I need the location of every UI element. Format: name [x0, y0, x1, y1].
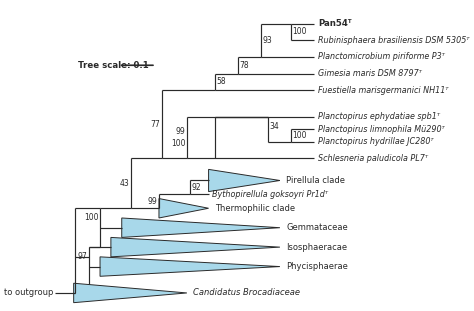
Text: Planctopirus hydrillae JC280ᵀ: Planctopirus hydrillae JC280ᵀ	[318, 137, 433, 146]
Polygon shape	[122, 218, 280, 237]
Text: 77: 77	[151, 120, 161, 129]
Text: 58: 58	[216, 77, 226, 86]
Text: Phycisphaerae: Phycisphaerae	[286, 262, 348, 271]
Text: Gimesia maris DSM 8797ᵀ: Gimesia maris DSM 8797ᵀ	[318, 69, 422, 78]
Text: Gemmataceae: Gemmataceae	[286, 223, 348, 232]
Polygon shape	[73, 283, 187, 303]
Text: 78: 78	[239, 61, 249, 70]
Polygon shape	[159, 198, 209, 218]
Text: Bythopirellula goksoyri Pr1dᵀ: Bythopirellula goksoyri Pr1dᵀ	[212, 190, 328, 199]
Text: Tree scale: 0.1: Tree scale: 0.1	[78, 61, 149, 70]
Text: Pan54ᵀ: Pan54ᵀ	[318, 19, 351, 28]
Text: Planctomicrobium piriforme P3ᵀ: Planctomicrobium piriforme P3ᵀ	[318, 53, 445, 62]
Text: 43: 43	[120, 179, 129, 188]
Text: 100: 100	[292, 27, 307, 36]
Text: Thermophilic clade: Thermophilic clade	[215, 204, 295, 213]
Polygon shape	[111, 237, 280, 257]
Polygon shape	[100, 257, 280, 276]
Text: Planctopirus ephydatiae spb1ᵀ: Planctopirus ephydatiae spb1ᵀ	[318, 112, 440, 121]
Text: Planctopirus limnophila Mü290ᵀ: Planctopirus limnophila Mü290ᵀ	[318, 125, 445, 134]
Text: to outgroup: to outgroup	[4, 288, 54, 297]
Polygon shape	[209, 169, 280, 192]
Text: 34: 34	[269, 122, 279, 131]
Text: 100: 100	[171, 138, 185, 147]
Text: Candidatus Brocadiaceae: Candidatus Brocadiaceae	[193, 288, 300, 297]
Text: 97: 97	[78, 252, 88, 261]
Text: Schlesneria paludicola PL7ᵀ: Schlesneria paludicola PL7ᵀ	[318, 154, 428, 163]
Text: Isosphaeracae: Isosphaeracae	[286, 243, 347, 252]
Text: Pirellula clade: Pirellula clade	[286, 176, 345, 185]
Text: 92: 92	[191, 183, 201, 192]
Text: 99: 99	[148, 197, 157, 206]
Text: 93: 93	[263, 36, 273, 45]
Text: Rubinisphaera brasiliensis DSM 5305ᵀ: Rubinisphaera brasiliensis DSM 5305ᵀ	[318, 36, 469, 45]
Text: Fuestiella marisgermanici NH11ᵀ: Fuestiella marisgermanici NH11ᵀ	[318, 86, 448, 95]
Text: 100: 100	[292, 131, 307, 140]
Text: 99: 99	[175, 128, 185, 137]
Text: 100: 100	[84, 213, 99, 222]
